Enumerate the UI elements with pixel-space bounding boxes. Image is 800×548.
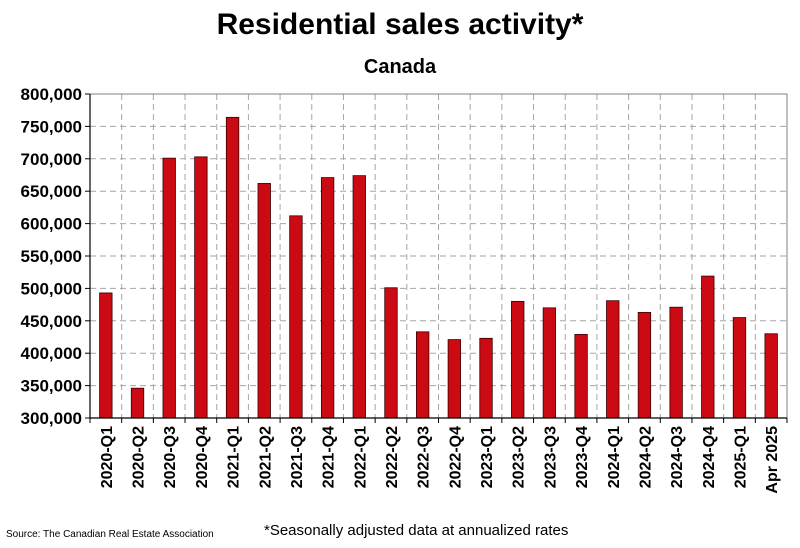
x-tick-label: 2020-Q2 xyxy=(131,426,148,488)
bar-2025-q1 xyxy=(732,317,747,419)
x-tick-label: 2021-Q1 xyxy=(226,426,243,488)
x-tick-label: 2022-Q4 xyxy=(447,426,464,488)
y-tick-label: 800,000 xyxy=(21,85,82,104)
bar-2023-q1 xyxy=(479,337,493,419)
x-tick-label: 2024-Q2 xyxy=(637,426,654,488)
bar-2023-q2 xyxy=(511,300,525,419)
bar-2020-q4 xyxy=(194,156,208,419)
y-tick-label: 650,000 xyxy=(21,182,82,201)
y-tick-label: 700,000 xyxy=(21,150,82,169)
chart-title: Residential sales activity* xyxy=(216,8,584,41)
x-tick-label: 2021-Q4 xyxy=(321,426,338,488)
y-tick-label: 750,000 xyxy=(21,117,82,136)
bar-2020-q3 xyxy=(162,157,176,419)
bar-2024-q1 xyxy=(606,300,620,419)
footnote: *Seasonally adjusted data at annualized … xyxy=(264,522,569,539)
bar-2021-q4 xyxy=(320,177,335,419)
x-tick-label: 2023-Q2 xyxy=(511,426,528,488)
bar-2022-q4 xyxy=(447,339,461,419)
x-tick-label: 2025-Q1 xyxy=(732,426,749,488)
x-tick-label: 2023-Q3 xyxy=(542,426,559,488)
bar-2023-q3 xyxy=(542,307,557,419)
y-tick-label: 450,000 xyxy=(21,312,82,331)
x-tick-label: 2022-Q1 xyxy=(352,426,369,488)
y-tick-label: 400,000 xyxy=(21,344,82,363)
x-tick-labels: 2020-Q1 2020-Q2 2020-Q3 2020-Q4 2021-Q1 2021-… xyxy=(99,426,781,494)
y-tick-label: 550,000 xyxy=(21,247,82,266)
bar-2024-q4 xyxy=(701,275,715,419)
x-tick-label: 2024-Q4 xyxy=(701,426,718,488)
x-tick-label: Apr 2025 xyxy=(764,426,781,494)
y-tick-label: 350,000 xyxy=(21,377,82,396)
bars xyxy=(99,116,778,419)
x-tick-label: 2024-Q3 xyxy=(669,426,686,488)
y-tick-labels: 300,000 350,000 400,000 450,000 500,000 550,0… xyxy=(21,85,82,428)
bar-2020-q2 xyxy=(130,387,145,419)
chart-subtitle: Canada xyxy=(363,56,437,78)
bar-2021-q1 xyxy=(225,116,240,419)
y-tick-label: 300,000 xyxy=(21,409,82,428)
x-tick-label: 2024-Q1 xyxy=(606,426,623,488)
bar-2022-q2 xyxy=(384,287,398,419)
x-tick-label: 2020-Q4 xyxy=(194,426,211,488)
axes xyxy=(85,93,788,423)
bar-2022-q3 xyxy=(416,331,430,419)
x-tick-label: 2020-Q1 xyxy=(99,426,116,488)
x-tick-label: 2023-Q4 xyxy=(574,426,591,488)
x-tick-label: 2021-Q2 xyxy=(257,426,274,488)
x-tick-label: 2022-Q3 xyxy=(416,426,433,488)
bar-2024-q3 xyxy=(669,306,683,419)
bar-2024-q2 xyxy=(637,311,652,419)
bar-2023-q4 xyxy=(574,334,588,419)
bar-apr-2025 xyxy=(764,333,778,419)
bar-2021-q3 xyxy=(289,215,303,419)
bar-2022-q1 xyxy=(352,175,366,419)
x-tick-label: 2021-Q3 xyxy=(289,426,306,488)
y-tick-label: 500,000 xyxy=(21,279,82,298)
x-tick-label: 2020-Q3 xyxy=(162,426,179,488)
y-tick-label: 600,000 xyxy=(21,215,82,234)
source-note: Source: The Canadian Real Estate Associa… xyxy=(6,529,214,540)
x-tick-label: 2023-Q1 xyxy=(479,426,496,488)
bar-2021-q2 xyxy=(257,183,271,419)
bar-2020-q1 xyxy=(99,292,113,419)
x-tick-label: 2022-Q2 xyxy=(384,426,401,488)
